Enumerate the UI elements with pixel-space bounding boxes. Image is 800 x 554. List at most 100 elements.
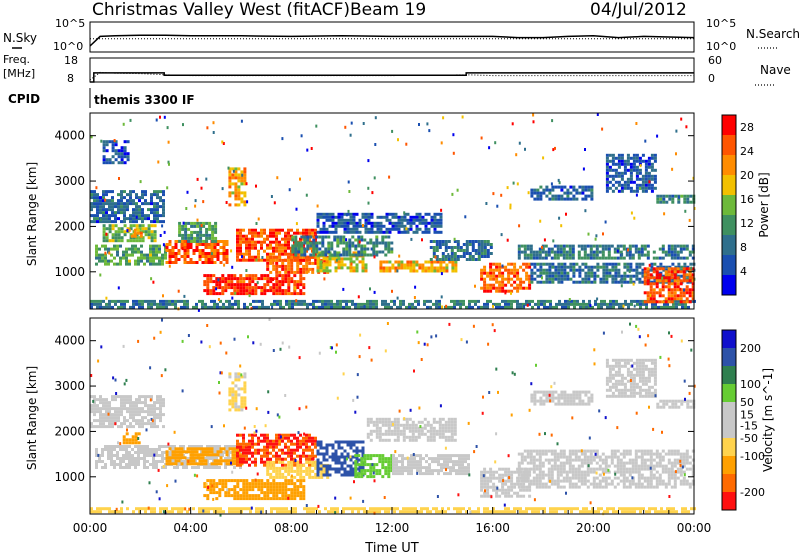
heatmap-cell [302, 258, 306, 262]
heatmap-cell [462, 252, 466, 255]
heatmap-cell [284, 237, 287, 241]
heatmap-cell [117, 407, 120, 411]
heatmap-cell [382, 224, 386, 228]
heatmap-cell [266, 243, 269, 247]
heatmap-cell [516, 299, 519, 303]
heatmap-cell [325, 218, 329, 222]
heatmap-cell [553, 244, 557, 248]
heatmap-cell [105, 425, 108, 429]
heatmap-cell [462, 302, 465, 306]
heatmap-cell [96, 214, 99, 218]
heatmap-cell [291, 238, 295, 242]
heatmap-cell [567, 302, 570, 306]
heatmap-cell [314, 436, 317, 440]
heatmap-cell [617, 165, 621, 169]
heatmap-cell [375, 305, 378, 309]
heatmap-cell [438, 299, 441, 303]
heatmap-cell [227, 488, 231, 492]
heatmap-cell [646, 282, 650, 286]
heatmap-cell [661, 250, 665, 254]
heatmap-cell [245, 451, 248, 455]
heatmap-cell [141, 416, 144, 420]
heatmap-cell [291, 302, 294, 306]
heatmap-cell [275, 237, 278, 241]
heatmap-cell [608, 186, 612, 190]
heatmap-cell [102, 305, 105, 309]
heatmap-cell [243, 200, 247, 204]
heatmap-cell [309, 302, 312, 306]
heatmap-cell [137, 448, 140, 451]
heatmap-cell [266, 252, 269, 256]
heatmap-cell [626, 153, 630, 157]
heatmap-speckle [299, 177, 301, 181]
heatmap-cell [379, 269, 383, 273]
heatmap-cell [486, 305, 489, 309]
heatmap-cell [132, 302, 135, 306]
heatmap-cell [519, 280, 523, 284]
heatmap-cell [465, 252, 469, 255]
heatmap-cell [394, 221, 398, 225]
heatmap-cell [410, 472, 413, 476]
heatmap-cell [400, 218, 404, 222]
colorbar-frame [721, 114, 737, 296]
heatmap-cell [141, 302, 144, 306]
heatmap-cell [152, 256, 155, 260]
heatmap-cell [149, 244, 152, 248]
heatmap-cell [675, 299, 678, 303]
heatmap-cell [104, 463, 107, 466]
heatmap-cell [263, 463, 266, 467]
heatmap-cell [510, 271, 514, 275]
heatmap-cell [284, 280, 288, 284]
heatmap-cell [248, 451, 251, 455]
heatmap-cell [682, 276, 686, 280]
heatmap-cell [397, 263, 401, 267]
heatmap-cell [316, 263, 320, 267]
heatmap-cell [364, 263, 368, 267]
heatmap-cell [308, 231, 311, 235]
heatmap-cell [251, 240, 254, 244]
heatmap-cell [319, 212, 323, 216]
heatmap-cell [628, 247, 632, 251]
heatmap-cell [245, 246, 248, 250]
heatmap-cell [224, 485, 228, 489]
heatmap-cell [590, 271, 594, 275]
heatmap-cell [96, 208, 99, 212]
heatmap-cell [119, 244, 122, 248]
heatmap-cell [195, 249, 199, 252]
heatmap-cell [93, 196, 96, 200]
heatmap-cell [573, 305, 576, 309]
heatmap-cell [204, 243, 208, 246]
heatmap-cell [562, 244, 566, 248]
heatmap-cell [150, 208, 153, 212]
heatmap-cell [433, 269, 437, 273]
heatmap-cell [266, 485, 270, 489]
heatmap-cell [129, 193, 132, 197]
heatmap-cell [102, 158, 106, 162]
heatmap-cell [117, 299, 120, 303]
heatmap-cell [539, 271, 543, 275]
heatmap-cell [257, 488, 261, 492]
heatmap-cell [278, 469, 282, 473]
heatmap-cell [263, 258, 266, 262]
heatmap-cell [408, 302, 411, 306]
heatmap-cell [444, 249, 448, 252]
heatmap-speckle [602, 232, 604, 236]
heatmap-cell [293, 255, 297, 259]
heatmap-cell [373, 221, 377, 225]
heatmap-cell [691, 267, 695, 271]
heatmap-cell [203, 283, 207, 287]
heatmap-cell [410, 466, 413, 470]
heatmap-cell [607, 256, 611, 260]
heatmap-cell [658, 247, 662, 251]
heatmap-cell [102, 214, 105, 218]
heatmap-cell [664, 276, 668, 280]
heatmap-cell [325, 467, 329, 471]
heatmap-cell [110, 457, 113, 460]
heatmap-cell [236, 240, 239, 244]
heatmap-cell [101, 244, 104, 248]
heatmap-cell [248, 252, 251, 256]
heatmap-cell [424, 221, 428, 225]
heatmap-cell [366, 457, 370, 461]
heatmap-cell [162, 404, 165, 408]
heatmap-cell [492, 274, 496, 278]
